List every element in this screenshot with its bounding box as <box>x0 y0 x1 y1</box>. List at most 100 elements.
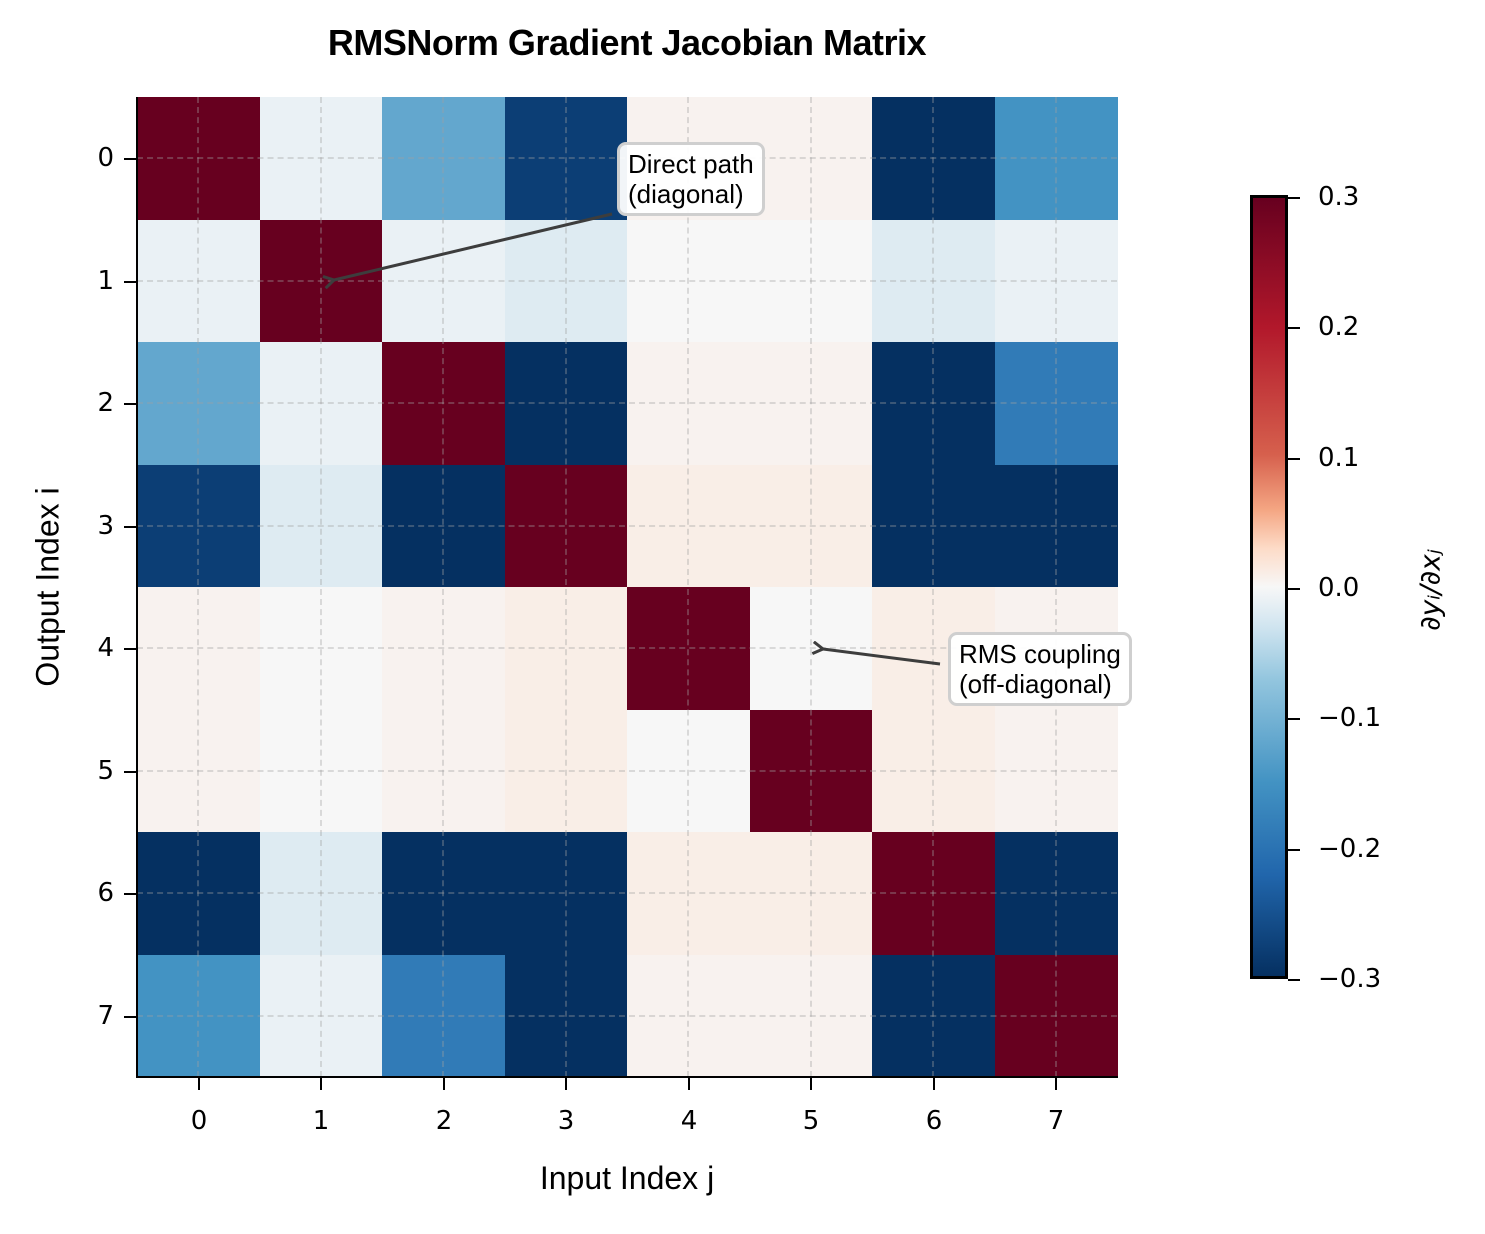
heatmap-cell <box>137 342 260 465</box>
heatmap-cell <box>627 342 750 465</box>
heatmap-cell <box>137 709 260 833</box>
heatmap-cell <box>872 464 995 588</box>
heatmap-cell <box>627 832 750 955</box>
y-tick-mark <box>124 1016 136 1018</box>
heatmap-cell <box>137 954 260 1078</box>
y-tick-label: 0 <box>97 143 114 173</box>
grid-line-horizontal <box>137 279 1117 282</box>
colorbar-tick-mark <box>1288 458 1300 460</box>
heatmap-cell <box>872 954 995 1078</box>
colorbar-label: ∂yᵢ/∂xⱼ <box>1413 549 1447 631</box>
y-tick-mark <box>124 281 136 283</box>
chart-title: RMSNorm Gradient Jacobian Matrix <box>327 22 927 63</box>
y-tick-label: 1 <box>97 266 114 296</box>
heatmap-cell <box>994 97 1118 220</box>
heatmap-cell <box>749 219 873 343</box>
colorbar-tick-mark <box>1288 718 1300 720</box>
x-tick-mark <box>810 1078 812 1090</box>
heatmap-cell <box>382 342 505 465</box>
grid-line-vertical <box>809 97 812 1077</box>
grid-line-horizontal <box>137 769 1117 772</box>
colorbar <box>1250 195 1288 979</box>
grid-line-vertical <box>564 97 567 1077</box>
heatmap-cell <box>382 587 505 710</box>
colorbar-tick-label: −0.2 <box>1318 834 1382 864</box>
x-tick-label: 5 <box>802 1106 820 1136</box>
x-tick-mark <box>688 1078 690 1090</box>
x-tick-label: 2 <box>435 1106 453 1136</box>
heatmap-cell <box>137 587 260 710</box>
heatmap-cell <box>994 709 1118 833</box>
grid-line-vertical <box>319 97 322 1077</box>
heatmap-cell <box>382 954 505 1078</box>
x-axis-label: Input Index j <box>539 1160 715 1196</box>
y-axis-label: Output Index i <box>29 487 66 687</box>
heatmap-cell <box>994 219 1118 343</box>
y-tick-mark <box>124 771 136 773</box>
heatmap-cell <box>749 709 873 833</box>
heatmap-cell <box>994 832 1118 955</box>
grid-line-horizontal <box>137 524 1117 527</box>
heatmap-cell <box>137 464 260 588</box>
annotation-line-1: Direct path <box>628 149 754 179</box>
heatmap-cell <box>872 832 995 955</box>
heatmap-cell <box>749 342 873 465</box>
grid-line-vertical <box>442 97 445 1077</box>
annotation-rms-coupling: RMS coupling (off-diagonal) <box>948 632 1132 706</box>
heatmap-cell <box>872 342 995 465</box>
grid-line-horizontal <box>137 892 1117 895</box>
heatmap-cell <box>627 587 750 710</box>
heatmap-cell <box>872 709 995 833</box>
grid-line-vertical <box>687 97 690 1077</box>
heatmap-cell <box>872 219 995 343</box>
heatmap-cell <box>382 709 505 833</box>
heatmap-cell <box>382 464 505 588</box>
heatmap-cell <box>994 464 1118 588</box>
x-tick-mark <box>565 1078 567 1090</box>
heatmap-cell <box>259 709 383 833</box>
heatmap-cell <box>259 832 383 955</box>
heatmap-cell <box>137 219 260 343</box>
heatmap-cell <box>259 954 383 1078</box>
heatmap-cell <box>627 464 750 588</box>
heatmap-cell <box>137 97 260 220</box>
y-tick-label: 5 <box>97 756 114 786</box>
x-tick-mark <box>198 1078 200 1090</box>
colorbar-tick-label: 0.2 <box>1318 312 1360 342</box>
colorbar-tick-mark <box>1288 197 1300 199</box>
grid-line-vertical <box>1054 97 1057 1077</box>
heatmap-cell <box>259 587 383 710</box>
x-tick-mark <box>1055 1078 1057 1090</box>
x-tick-mark <box>443 1078 445 1090</box>
annotation-direct-path: Direct path (diagonal) <box>617 142 765 216</box>
heatmap-cell <box>259 97 383 220</box>
colorbar-tick-label: 0.3 <box>1318 182 1360 212</box>
heatmap-cell <box>749 97 873 220</box>
x-tick-label: 4 <box>680 1106 698 1136</box>
x-axis-spine <box>136 1076 1118 1078</box>
heatmap-plot-area <box>137 97 1118 1078</box>
heatmap-cell <box>137 832 260 955</box>
grid-line-vertical <box>197 97 200 1077</box>
heatmap-cell <box>627 219 750 343</box>
heatmap-cell <box>749 464 873 588</box>
y-tick-mark <box>124 648 136 650</box>
y-tick-mark <box>124 158 136 160</box>
grid-line-vertical <box>932 97 935 1077</box>
x-tick-label: 3 <box>557 1106 575 1136</box>
heatmap-cell <box>504 587 628 710</box>
y-tick-mark <box>124 403 136 405</box>
y-tick-label: 6 <box>97 878 114 908</box>
heatmap-cell <box>749 832 873 955</box>
y-tick-label: 7 <box>97 1001 114 1031</box>
annotation-line-2: (diagonal) <box>628 179 744 209</box>
y-tick-mark <box>124 893 136 895</box>
x-tick-label: 0 <box>190 1106 208 1136</box>
heatmap-cell <box>504 954 628 1078</box>
colorbar-tick-label: −0.1 <box>1318 703 1382 733</box>
y-tick-label: 2 <box>97 388 114 418</box>
heatmap-cell <box>259 342 383 465</box>
heatmap-cell <box>504 464 628 588</box>
x-tick-label: 6 <box>925 1106 943 1136</box>
heatmap-cell <box>382 832 505 955</box>
